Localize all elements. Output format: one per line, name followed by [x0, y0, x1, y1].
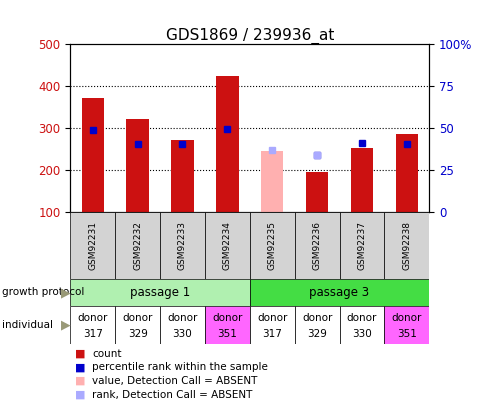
Text: 351: 351: [217, 329, 237, 339]
Text: donor: donor: [301, 313, 332, 323]
Text: 317: 317: [262, 329, 282, 339]
Bar: [70, 306, 115, 344]
Text: passage 1: passage 1: [130, 286, 190, 299]
Text: value, Detection Call = ABSENT: value, Detection Call = ABSENT: [92, 376, 257, 386]
Text: GSM92233: GSM92233: [178, 221, 187, 270]
Bar: [305, 172, 328, 212]
Bar: [294, 306, 339, 344]
Bar: [160, 306, 204, 344]
Bar: [204, 306, 249, 344]
Text: 329: 329: [306, 329, 326, 339]
Bar: [70, 279, 249, 306]
Text: ■: ■: [75, 390, 86, 400]
Bar: [70, 212, 115, 279]
Text: GSM92236: GSM92236: [312, 221, 321, 270]
Text: count: count: [92, 349, 121, 359]
Text: rank, Detection Call = ABSENT: rank, Detection Call = ABSENT: [92, 390, 252, 400]
Text: ▶: ▶: [60, 319, 70, 332]
Bar: [339, 212, 384, 279]
Bar: [395, 134, 417, 212]
Text: donor: donor: [122, 313, 152, 323]
Text: donor: donor: [167, 313, 197, 323]
Text: GSM92231: GSM92231: [88, 221, 97, 270]
Text: donor: donor: [257, 313, 287, 323]
Text: individual: individual: [2, 320, 53, 330]
Bar: [383, 212, 428, 279]
Text: GSM92234: GSM92234: [222, 221, 231, 270]
Text: ■: ■: [75, 362, 86, 373]
Text: 317: 317: [83, 329, 103, 339]
Text: donor: donor: [391, 313, 421, 323]
Text: 329: 329: [127, 329, 147, 339]
Text: growth protocol: growth protocol: [2, 288, 85, 297]
Text: ■: ■: [75, 376, 86, 386]
Text: GSM92235: GSM92235: [267, 221, 276, 270]
Bar: [249, 279, 428, 306]
Bar: [350, 148, 372, 212]
Text: donor: donor: [77, 313, 108, 323]
Text: 330: 330: [351, 329, 371, 339]
Text: 351: 351: [396, 329, 416, 339]
Text: GSM92238: GSM92238: [401, 221, 410, 270]
Bar: [339, 306, 384, 344]
Text: donor: donor: [212, 313, 242, 323]
Text: percentile rank within the sample: percentile rank within the sample: [92, 362, 268, 373]
Bar: [249, 306, 294, 344]
Bar: [383, 306, 428, 344]
Text: 330: 330: [172, 329, 192, 339]
Text: donor: donor: [346, 313, 377, 323]
Bar: [126, 119, 149, 212]
Text: GSM92232: GSM92232: [133, 221, 142, 270]
Bar: [115, 212, 160, 279]
Bar: [115, 306, 160, 344]
Bar: [216, 76, 238, 212]
Text: ▶: ▶: [60, 286, 70, 299]
Bar: [171, 140, 193, 212]
Bar: [160, 212, 204, 279]
Bar: [204, 212, 249, 279]
Bar: [294, 212, 339, 279]
Title: GDS1869 / 239936_at: GDS1869 / 239936_at: [165, 28, 333, 44]
Text: ■: ■: [75, 349, 86, 359]
Text: GSM92237: GSM92237: [357, 221, 366, 270]
Bar: [81, 98, 104, 212]
Bar: [249, 212, 294, 279]
Bar: [260, 151, 283, 212]
Text: passage 3: passage 3: [309, 286, 369, 299]
